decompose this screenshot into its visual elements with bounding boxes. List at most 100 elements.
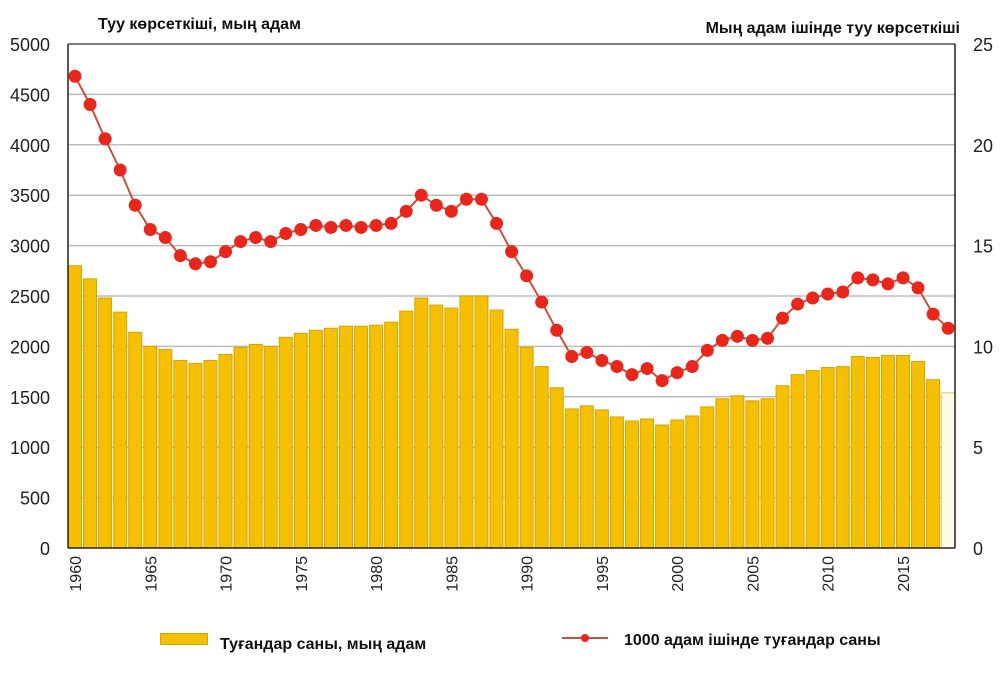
bar <box>625 420 640 549</box>
rate-point <box>730 329 744 343</box>
bar <box>399 310 414 549</box>
rate-point <box>565 349 579 363</box>
bar <box>248 343 263 549</box>
right-axis-title: Мың адам ішінде туу көрсеткіші <box>705 20 960 37</box>
bar <box>429 304 444 549</box>
bar <box>68 265 82 549</box>
rate-point <box>505 245 519 259</box>
rate-point <box>911 281 925 295</box>
rate-point <box>700 343 714 357</box>
rate-point <box>83 97 97 111</box>
y-right-tick-label: 25 <box>973 35 993 55</box>
y-right-tick-label: 5 <box>973 438 983 458</box>
rate-point <box>941 321 955 335</box>
rate-point <box>580 345 594 359</box>
rate-point <box>98 132 112 146</box>
bar <box>700 406 715 549</box>
bar <box>790 374 805 549</box>
x-tick-label: 1995 <box>595 556 612 592</box>
bar <box>474 295 489 549</box>
y-left-tick-label: 1000 <box>10 438 50 458</box>
rate-point <box>791 297 805 311</box>
bar <box>730 395 745 549</box>
rate-point <box>143 222 157 236</box>
x-tick-label: 2015 <box>896 556 913 592</box>
y-left-tick-label: 0 <box>40 539 50 559</box>
rate-point <box>369 218 383 232</box>
bar <box>549 387 564 549</box>
bar <box>323 327 338 549</box>
legend-bar-swatch <box>160 633 208 645</box>
bar <box>173 360 188 549</box>
bar <box>609 416 624 549</box>
rate-point <box>821 287 835 301</box>
bar <box>459 295 474 549</box>
rate-point <box>399 204 413 218</box>
rate-point <box>806 291 820 305</box>
x-tick-label: 1965 <box>143 556 160 592</box>
rate-point <box>520 269 534 283</box>
rate-point <box>384 216 398 230</box>
y-left-tick-label: 4500 <box>10 85 50 105</box>
y-left-tick-label: 1500 <box>10 388 50 408</box>
x-tick-label: 1980 <box>369 556 386 592</box>
x-tick-label: 1990 <box>520 556 537 592</box>
bar <box>158 348 173 549</box>
bar <box>113 311 128 549</box>
bar <box>263 345 278 549</box>
x-tick-label: 2000 <box>670 556 687 592</box>
bar <box>293 332 308 549</box>
rate-point <box>444 204 458 218</box>
rate-point <box>249 231 263 245</box>
left-axis-title: Туу көрсеткіші, мың адам <box>98 16 301 33</box>
rate-point <box>851 271 865 285</box>
y-left-tick-label: 4000 <box>10 136 50 156</box>
y-right-tick-label: 15 <box>973 237 993 257</box>
bar <box>188 363 203 549</box>
bar <box>519 346 534 549</box>
bar <box>926 379 941 549</box>
x-tick-label: 1985 <box>444 556 461 592</box>
bar <box>354 325 369 549</box>
bar <box>835 366 850 549</box>
rate-point <box>595 354 609 368</box>
rate-point <box>836 285 850 299</box>
y-right-tick-label: 20 <box>973 136 993 156</box>
legend-bar-label: Туғандар саны, мың адам <box>220 636 427 653</box>
bar <box>489 309 504 549</box>
rate-point <box>550 323 564 337</box>
rate-point <box>354 220 368 234</box>
y-left-tick-label: 5000 <box>10 35 50 55</box>
x-tick-label: 1970 <box>219 556 236 592</box>
y-left-tick-label: 2000 <box>10 337 50 357</box>
rate-point <box>68 69 82 83</box>
legend-line-swatch <box>562 634 608 642</box>
rate-point <box>670 366 684 380</box>
bar <box>83 278 98 549</box>
bar <box>218 353 233 549</box>
x-tick-label: 2010 <box>821 556 838 592</box>
y-left-tick-label: 2500 <box>10 287 50 307</box>
rate-point <box>309 218 323 232</box>
bar <box>594 409 609 549</box>
bar <box>880 354 895 549</box>
rate-point <box>926 307 940 321</box>
rate-point <box>324 220 338 234</box>
rate-point <box>776 311 790 325</box>
rate-point <box>234 235 248 249</box>
rate-point <box>339 218 353 232</box>
rate-point <box>625 368 639 382</box>
bar <box>685 415 700 549</box>
bar <box>911 361 926 549</box>
rate-point <box>113 163 127 177</box>
bar <box>128 331 143 549</box>
rate-point <box>279 227 293 241</box>
bar <box>655 424 670 549</box>
y-right-tick-label: 10 <box>973 337 993 357</box>
bar <box>534 366 549 549</box>
bar <box>564 408 579 549</box>
rate-point <box>715 333 729 347</box>
rate-point <box>866 273 880 287</box>
bar <box>384 321 399 549</box>
